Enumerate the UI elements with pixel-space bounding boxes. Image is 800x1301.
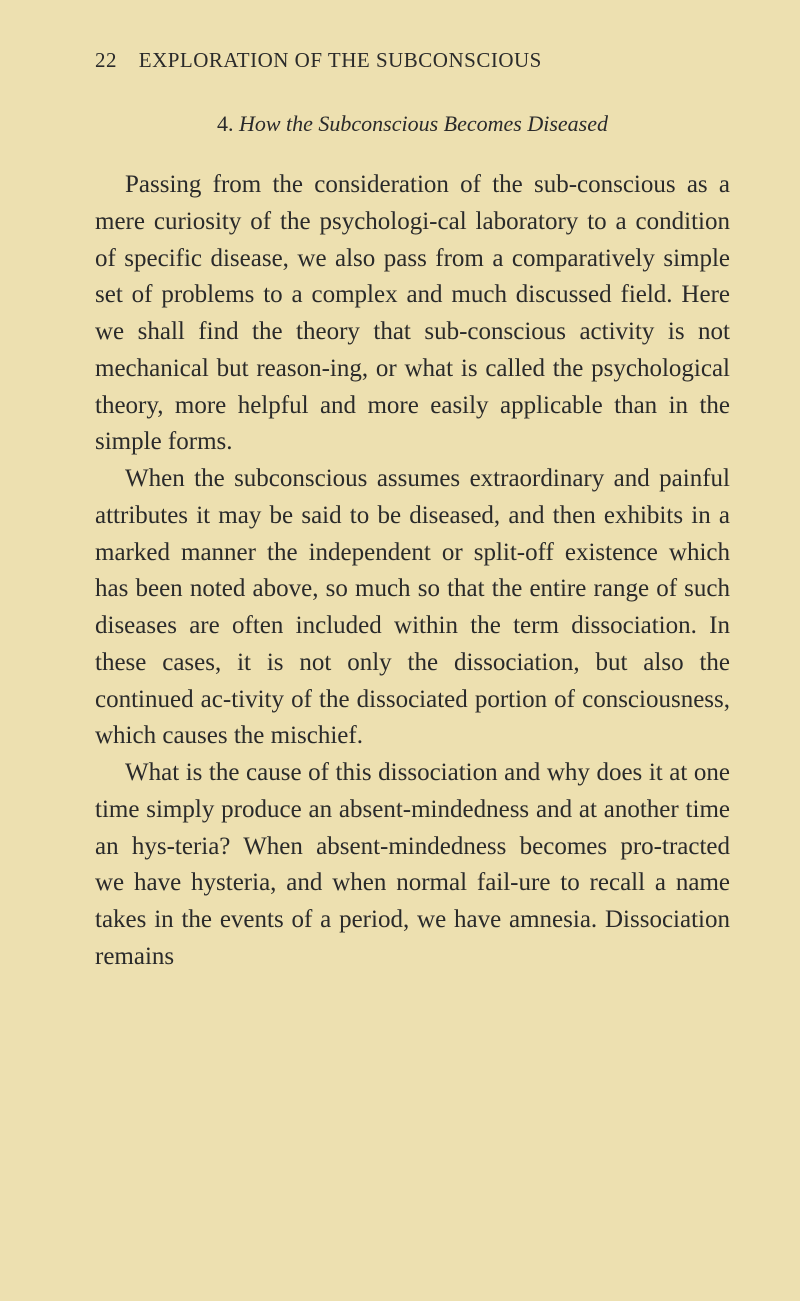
section-number: 4. (217, 111, 234, 136)
section-title: How the Subconscious Becomes Diseased (239, 111, 608, 136)
section-heading: 4. How the Subconscious Becomes Diseased (95, 111, 730, 137)
running-head: EXPLORATION OF THE SUBCONSCIOUS (139, 48, 542, 72)
page-number: 22 (95, 48, 117, 73)
body-paragraph: Passing from the consideration of the su… (95, 167, 730, 461)
body-paragraph: When the subconscious assumes extraordin… (95, 461, 730, 755)
body-paragraph: What is the cause of this dissociation a… (95, 755, 730, 976)
page-header: 22 EXPLORATION OF THE SUBCONSCIOUS (95, 48, 730, 73)
